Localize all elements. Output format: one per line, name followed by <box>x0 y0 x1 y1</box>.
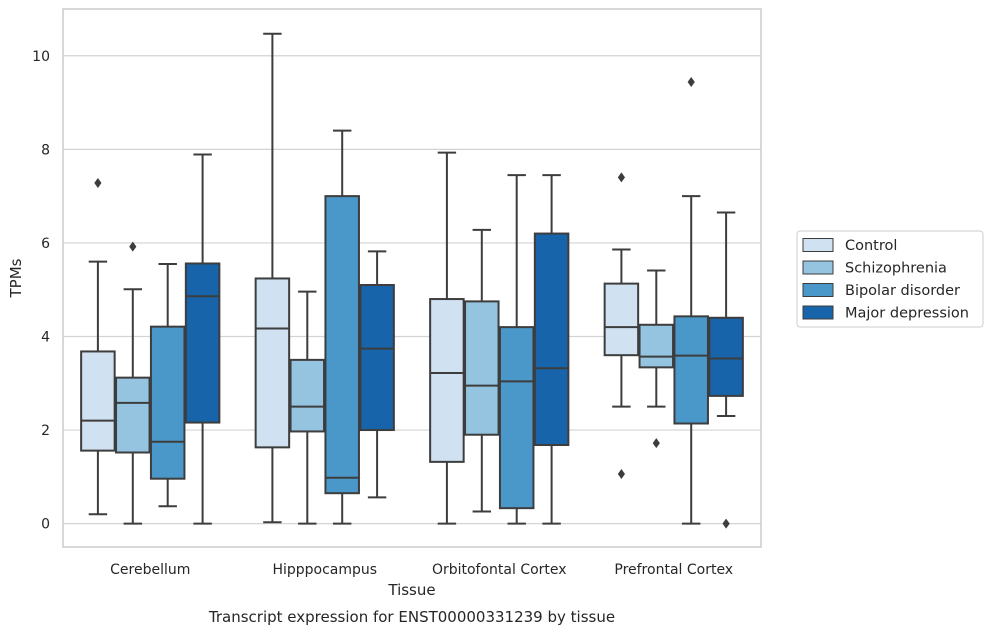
y-tick-label: 6 <box>41 236 50 252</box>
legend-swatch <box>802 238 834 252</box>
box <box>80 350 116 452</box>
box <box>359 284 395 432</box>
outlier-point <box>617 469 625 480</box>
series-major-depression <box>184 153 744 529</box>
box <box>115 376 151 454</box>
chart-title: Transcript expression for ENST0000033123… <box>208 608 615 626</box>
box <box>498 326 535 510</box>
x-tick-label: Orbitofontal Cortex <box>432 562 567 578</box>
x-axis-label: Tissue <box>387 581 435 599</box>
legend-swatch <box>802 260 834 275</box>
box <box>673 315 709 425</box>
box <box>289 358 326 433</box>
legend-frame <box>796 230 984 328</box>
box <box>254 277 291 449</box>
y-tick-label: 10 <box>32 49 50 65</box>
box <box>429 298 465 463</box>
series-control <box>80 32 640 525</box>
legend-label: Schizophrenia <box>845 261 947 277</box>
legend-swatch <box>802 305 834 320</box>
series-bipolar-disorder <box>149 76 709 525</box>
x-tick-label: Hipppocampus <box>272 562 377 578</box>
box <box>638 323 675 369</box>
x-tick-label: Cerebellum <box>110 562 190 578</box>
box <box>464 300 500 436</box>
series-schizophrenia <box>115 228 675 525</box>
y-tick-label: 8 <box>41 142 50 158</box>
box <box>149 325 186 480</box>
x-axis-ticks: Cerebellum Hipppocampus Orbitofontal Corte… <box>110 562 733 578</box>
legend-label: Control <box>845 238 897 254</box>
box-series <box>80 32 744 529</box>
outlier-point <box>687 76 695 87</box>
y-axis-ticks: 0 2 4 6 8 10 <box>32 49 50 533</box>
legend-swatch <box>802 283 834 297</box>
legend-label: Bipolar disorder <box>845 283 960 299</box>
box <box>184 262 221 424</box>
box <box>708 316 744 397</box>
x-tick-label: Prefrontal Cortex <box>614 562 733 578</box>
y-tick-label: 4 <box>41 329 50 345</box>
outlier-point <box>617 172 625 183</box>
y-tick-label: 2 <box>41 423 50 439</box>
y-axis-label: TPMs <box>7 258 25 298</box>
box <box>324 195 360 495</box>
box <box>603 282 640 357</box>
plot-area-frame <box>62 8 762 548</box>
legend-label: Major depression <box>845 306 969 322</box>
outlier-point <box>94 178 102 189</box>
box <box>533 232 570 447</box>
y-tick-label: 0 <box>41 517 50 533</box>
outlier-point <box>129 241 137 252</box>
legend: Control Schizophrenia Bipolar disorder Majo… <box>796 230 984 328</box>
outlier-point <box>722 518 730 529</box>
outlier-point <box>652 438 660 449</box>
